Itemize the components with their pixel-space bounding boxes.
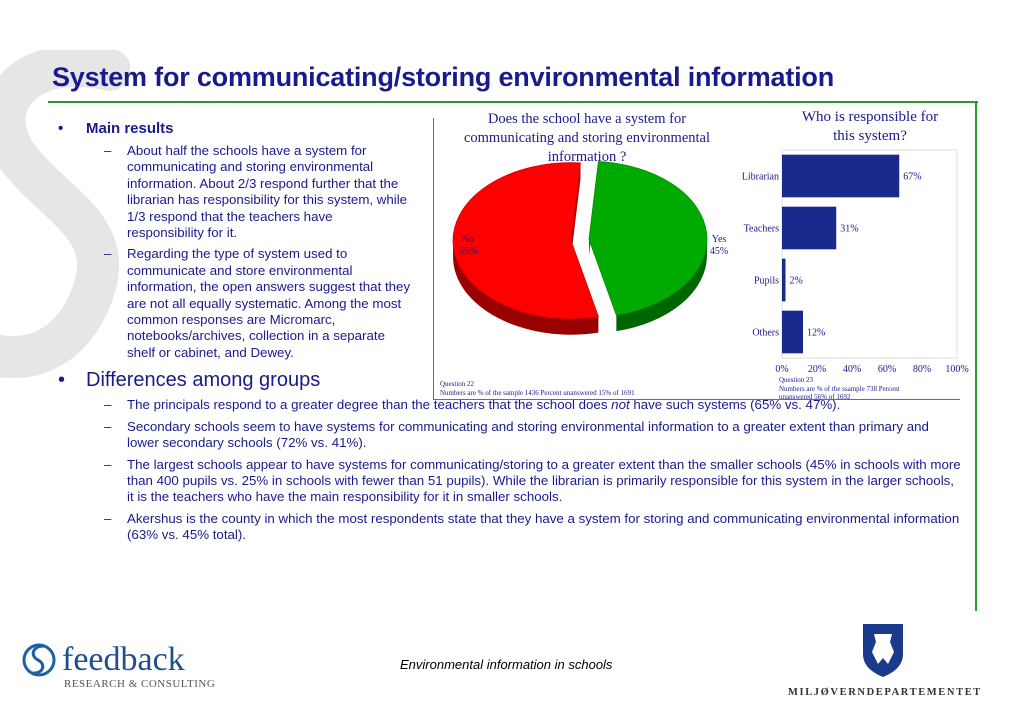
feedback-logo-graphic: feedback RESEARCH & CONSULTING: [22, 641, 215, 690]
pie-value-label: 55%: [458, 246, 478, 257]
pie-category-label: No: [461, 234, 475, 245]
note-line: unanswered 56% of 1692: [779, 393, 851, 401]
bar-others: [782, 310, 803, 354]
ministry-name: MILJØVERNDEPARTEMENTET: [788, 687, 982, 698]
differences-item: The largest schools appear to have syste…: [52, 457, 962, 506]
chart-frame-left: [433, 118, 434, 400]
differences-heading: Differences among groups: [52, 369, 972, 392]
bar-plot-area: [781, 149, 958, 359]
note-line: Numbers are % of the sample 1436 Percent…: [440, 388, 635, 397]
x-tick-label: 80%: [913, 364, 931, 375]
differences-item: The principals respond to a greater degr…: [52, 397, 962, 414]
pie-chart: [452, 161, 708, 335]
bar-value-label: 67%: [903, 172, 921, 183]
differences-item-text: have such systems (65% vs. 47%).: [629, 397, 841, 413]
bar-value-label: 2%: [790, 276, 803, 287]
pie-slice-top: [452, 162, 599, 320]
pie-slice-edge: [571, 162, 581, 257]
main-results-heading: Main results: [52, 120, 972, 137]
x-tick-label: 100%: [945, 364, 968, 375]
note-line: Question 23: [779, 376, 814, 384]
pie-slice-side: [453, 240, 599, 335]
pie-category-label: Yes: [711, 234, 727, 245]
footer-caption: Environmental information in schools: [400, 657, 613, 672]
bar-value-label: 31%: [840, 224, 858, 235]
bar-librarian: [782, 154, 900, 198]
bar-category-label: Librarian: [742, 172, 779, 183]
bar-category-label: Others: [752, 328, 779, 339]
differences-item-emphasis: not: [611, 397, 630, 413]
pie-value-label: 45%: [709, 246, 729, 257]
chart-frame-bottom: [433, 399, 960, 400]
bar-pupils: [782, 258, 786, 302]
pie-chart-title: Does the school have a system for commun…: [463, 111, 711, 165]
feedback-logo-sub: RESEARCH & CONSULTING: [64, 678, 215, 690]
bar-category-label: Pupils: [754, 276, 779, 287]
bar-chart-title: Who is responsible for this system?: [801, 109, 939, 144]
bar-chart: Librarian 67% Teachers 31% Pupils 2% Others 12%…: [742, 149, 969, 375]
differences-item: Secondary schools seem to have systems f…: [52, 419, 962, 452]
x-tick-label: 20%: [808, 364, 826, 375]
bar-chart-note: Question 23 Numbers are % of the ssample…: [779, 376, 939, 402]
feedback-logo: feedback RESEARCH & CONSULTING: [22, 636, 237, 696]
differences-item: Akershus is the county in which the most…: [52, 511, 962, 544]
note-line: Numbers are % of the ssample 738 Percent: [779, 384, 900, 393]
main-results-item: Regarding the type of system used to com…: [52, 246, 412, 361]
pie-slice-top: [588, 161, 708, 316]
note-line: Question 22: [440, 380, 475, 388]
title-divider: [48, 101, 978, 103]
feedback-logo-name: feedback: [62, 641, 185, 678]
main-results-section: Main results About half the schools have…: [52, 120, 972, 361]
pie-slice-yes: [588, 161, 708, 332]
pie-slice-side: [616, 239, 707, 332]
bar-category-label: Teachers: [744, 224, 779, 235]
coat-of-arms-icon: [863, 624, 903, 677]
right-divider: [975, 101, 977, 611]
page-title: System for communicating/storing environ…: [52, 62, 834, 92]
differences-section: Differences among groups The principals …: [52, 369, 972, 543]
pie-chart-note: Question 22 Numbers are % of the sample …: [440, 380, 700, 397]
bar-teachers: [782, 206, 837, 250]
ministry-logo: MILJØVERNDEPARTEMENTET: [788, 622, 982, 698]
pie-slice-no: [452, 162, 599, 335]
differences-item-text: The principals respond to a greater degr…: [127, 397, 612, 413]
pie-label-yes: Yes 45%: [703, 234, 735, 258]
bullet-content: Main results About half the schools have…: [52, 120, 972, 549]
main-results-item: About half the schools have a system for…: [52, 143, 412, 241]
x-tick-label: 0%: [775, 364, 788, 375]
x-tick-label: 60%: [878, 364, 896, 375]
pie-label-no: No 55%: [452, 234, 484, 258]
x-tick-label: 40%: [843, 364, 861, 375]
bar-value-label: 12%: [807, 328, 825, 339]
